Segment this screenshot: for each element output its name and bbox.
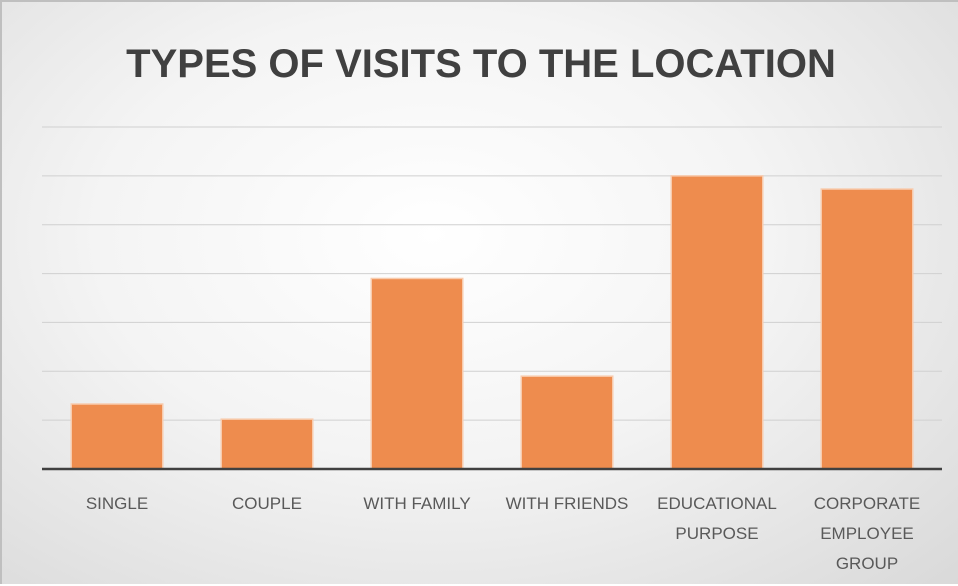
bar [370,277,464,470]
bar [670,175,764,470]
x-tick-label: COUPLE [232,494,302,513]
x-tick-label: WITH FRIENDS [505,494,629,513]
chart-title: TYPES OF VISITS TO THE LOCATION [126,42,836,86]
bar [70,403,164,470]
bar [220,418,314,470]
bar [820,188,914,470]
x-tick-label: SINGLE [85,494,149,513]
x-tick-label: EDUCATIONAL PURPOSE [657,494,777,543]
x-tick-label: CORPORATE EMPLOYEE GROUP [813,494,921,573]
bar [520,375,614,470]
x-tick-label: WITH FAMILY [363,494,471,513]
